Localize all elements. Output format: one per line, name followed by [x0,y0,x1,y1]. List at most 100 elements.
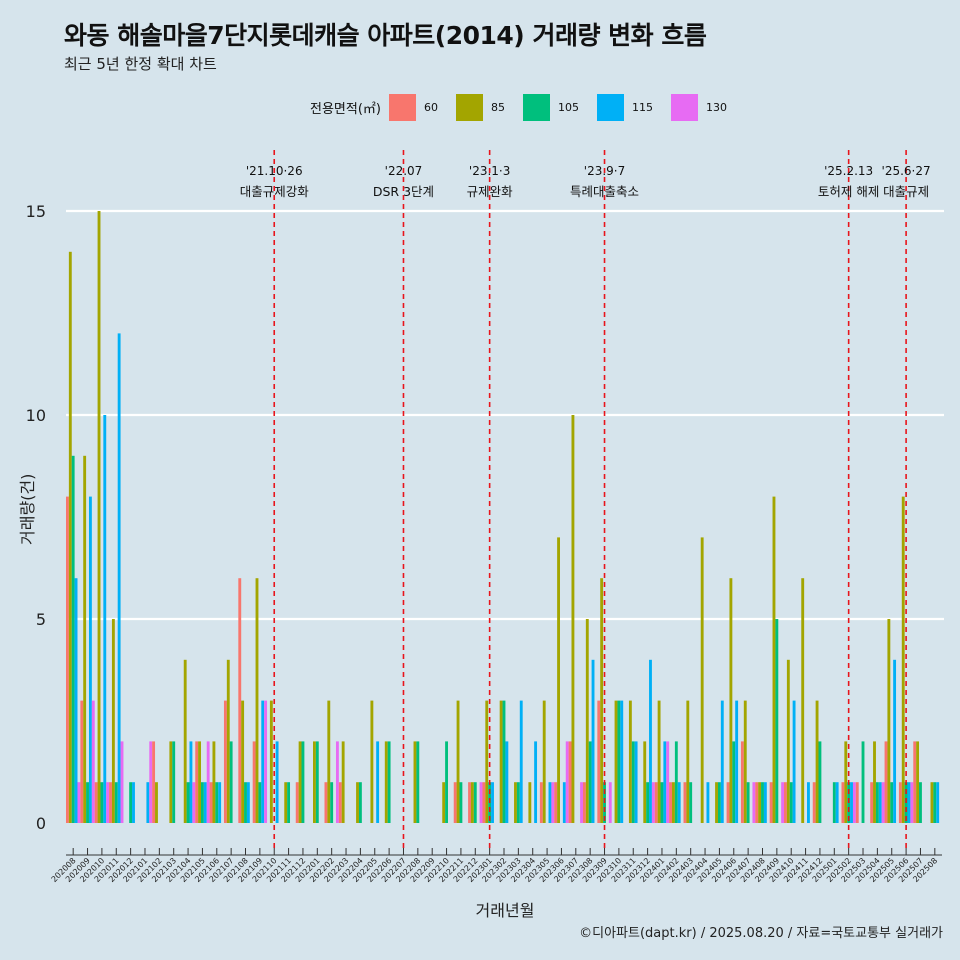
bar-202109-115 [261,700,265,823]
bar-202401-85 [657,700,661,823]
bar-202311-115 [634,741,638,823]
bar-202408-85 [758,782,762,823]
bar-202503-105 [861,741,865,823]
bar-202306-115 [562,782,566,823]
bar-202311-85 [628,700,632,823]
bar-202304-115 [534,741,538,823]
bar-202309-85 [600,578,604,823]
bar-202407-105 [746,782,750,823]
gridlines [66,209,944,621]
event-label-202309: 특례대출축소 [570,184,639,199]
bar-202107-60 [223,700,227,823]
bar-202403-105 [689,782,693,823]
bar-202405-105 [717,782,721,823]
bar-202202-105 [330,782,334,823]
bar-202206-105 [387,741,391,823]
bar-202111-105 [287,782,291,823]
bar-202112-105 [301,741,305,823]
bar-202312-105 [646,782,650,823]
bar-202408-105 [761,782,764,823]
bar-202306-85 [557,537,560,823]
bar-202101-115 [146,782,150,823]
bar-202308-105 [588,741,592,823]
event-date-202502: '25.2.13 [824,164,873,178]
bar-202104-130 [192,782,196,823]
bar-202108-115 [246,782,250,823]
bar-202011-105 [114,782,118,823]
bar-202306-60 [554,782,558,823]
legend-swatch-105 [522,93,550,121]
bar-202410-105 [789,782,793,823]
bar-202106-60 [209,782,213,823]
bar-202110-85 [269,700,273,823]
event-date-202207: '22.07 [385,164,423,178]
bar-202012-105 [129,782,133,823]
bar-202312-130 [651,782,655,823]
bar-202507-105 [919,782,922,823]
bar-202311-105 [631,741,635,823]
legend-item-115: 115 [596,93,667,121]
bar-202406-85 [729,578,733,823]
bar-202010-115 [103,415,107,823]
event-label-202506: 대출규제 [883,184,929,199]
bar-202104-105 [186,782,190,823]
bar-202310-115 [620,700,624,823]
bar-202501-105 [832,782,836,823]
bar-202107-85 [226,659,230,823]
legend-title: 전용면적(㎡) [310,101,381,117]
event-label-202110: 대출규제강화 [240,184,310,199]
bar-202110-115 [275,741,279,823]
bar-202401-130 [666,741,670,823]
bar-202401-60 [654,782,658,823]
bar-202403-85 [686,700,690,823]
bar-202105-115 [203,782,207,823]
bar-202406-60 [726,782,730,823]
bar-202201-105 [315,741,319,823]
bar-202307-60 [568,741,572,823]
bar-202302-85 [499,700,503,823]
bar-202103-105 [172,741,176,823]
bar-202109-130 [264,700,268,823]
bar-202506-130 [910,782,914,823]
bar-202303-115 [519,700,523,823]
bar-202112-85 [298,741,302,823]
event-lines: '21.10·26 대출규제강화 '22.07 DSR 3단계 '23.1·3 규제완화 '… [240,150,931,848]
bar-202305-115 [548,782,552,823]
bar-202101-130 [149,741,153,823]
bar-202107-105 [229,741,233,823]
bar-202010-85 [97,211,101,823]
bar-202308-60 [582,782,586,823]
bar-202109-85 [255,578,259,823]
bar-202202-130 [335,741,339,823]
event-label-202502: 토허제 해제 [818,184,879,199]
bar-202402-85 [672,782,675,823]
bar-202105-105 [200,782,204,823]
bar-202106-85 [212,741,216,823]
bar-202212-105 [473,782,477,823]
bar-202502-115 [850,782,853,823]
bar-202307-130 [580,782,583,823]
event-date-202301: '23.1·3 [469,164,510,178]
bar-202401-105 [660,782,664,823]
bar-202105-60 [195,741,199,823]
bar-202408-60 [755,782,759,823]
bar-202407-85 [743,700,747,823]
bar-202204-105 [358,782,362,823]
bar-202011-85 [111,619,115,823]
bar-202402-105 [674,741,678,823]
bar-202410-60 [784,782,787,823]
event-date-202110: '21.10·26 [246,164,303,178]
bar-202506-60 [898,782,902,823]
bar-202408-115 [763,782,767,823]
bar-202409-105 [775,619,779,823]
bar-202504-85 [873,741,876,823]
bar-202208-85 [413,741,417,823]
bar-202301-85 [485,700,489,823]
bar-202201-85 [313,741,316,823]
bar-202105-85 [198,741,201,823]
bar-202008-130 [77,782,81,823]
bar-202303-105 [516,782,520,823]
bar-202301-115 [491,782,494,823]
bar-202108-105 [244,782,247,823]
